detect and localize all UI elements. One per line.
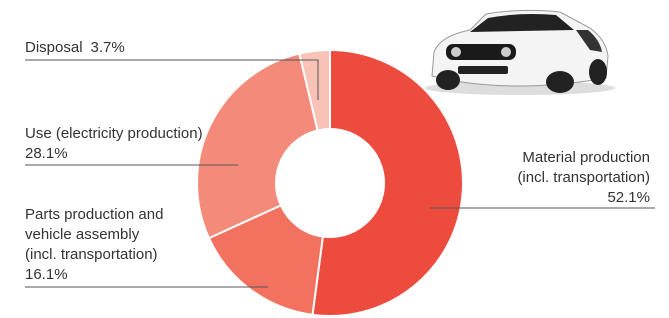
value-label: 3.7% [91, 39, 125, 56]
value-label: 28.1% [25, 145, 68, 162]
slice-label: Parts production and vehicle assembly (i… [25, 205, 163, 285]
category-name: Parts production and vehicle assembly (i… [25, 206, 163, 263]
category-name: Use (electricity production) [25, 125, 203, 142]
page: Material production (incl. transportatio… [0, 0, 669, 318]
donut-slice [197, 54, 318, 239]
slice-label: Use (electricity production) 28.1% [25, 124, 203, 164]
car-image [425, 10, 615, 95]
slice-label: Disposal 3.7% [25, 38, 125, 58]
value-label: 52.1% [607, 189, 650, 206]
category-name: Material production (incl. transportatio… [517, 149, 650, 186]
value-label: 16.1% [25, 266, 68, 283]
slice-label: Material production (incl. transportatio… [517, 148, 650, 208]
category-name: Disposal [25, 39, 83, 56]
